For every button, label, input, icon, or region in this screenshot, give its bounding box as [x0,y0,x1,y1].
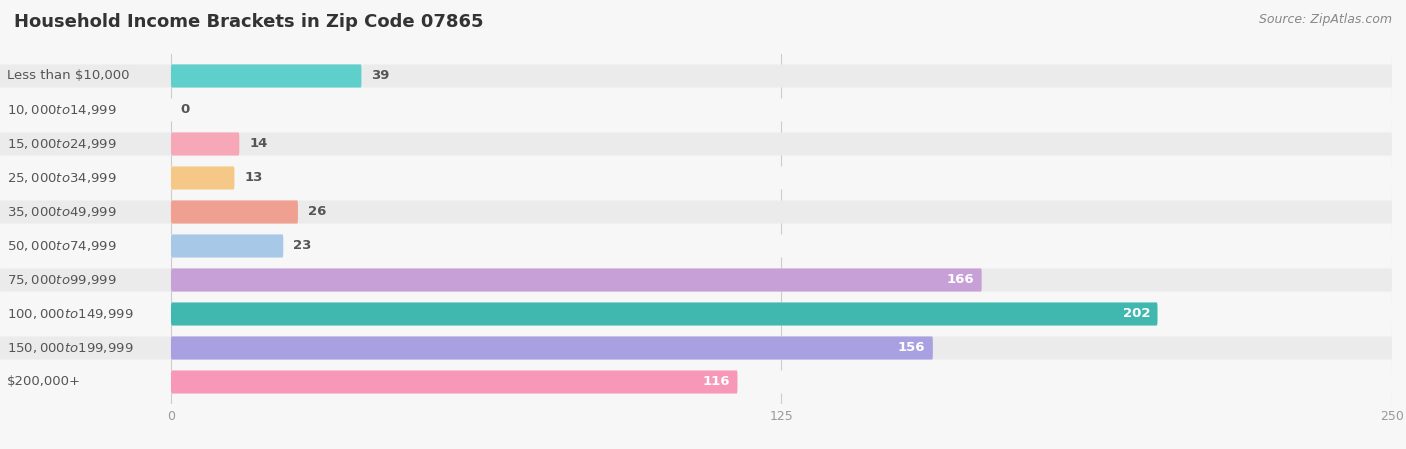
Text: 23: 23 [292,239,311,252]
Text: 202: 202 [1122,308,1150,321]
Text: Less than $10,000: Less than $10,000 [7,70,129,83]
Text: 39: 39 [371,70,389,83]
Text: Source: ZipAtlas.com: Source: ZipAtlas.com [1258,13,1392,26]
FancyBboxPatch shape [0,200,1392,224]
FancyBboxPatch shape [0,370,1392,394]
FancyBboxPatch shape [172,336,932,360]
FancyBboxPatch shape [0,132,1392,155]
FancyBboxPatch shape [172,234,283,258]
FancyBboxPatch shape [172,132,239,155]
FancyBboxPatch shape [0,336,1392,360]
FancyBboxPatch shape [0,98,1392,122]
Text: 156: 156 [898,342,925,355]
Text: 166: 166 [946,273,974,286]
FancyBboxPatch shape [0,269,1392,291]
Text: 26: 26 [308,206,326,219]
Text: $35,000 to $49,999: $35,000 to $49,999 [7,205,117,219]
Text: $50,000 to $74,999: $50,000 to $74,999 [7,239,117,253]
FancyBboxPatch shape [172,303,1157,326]
Text: 116: 116 [703,375,730,388]
Text: $200,000+: $200,000+ [7,375,82,388]
FancyBboxPatch shape [172,64,361,88]
Text: $75,000 to $99,999: $75,000 to $99,999 [7,273,117,287]
FancyBboxPatch shape [172,200,298,224]
Text: $150,000 to $199,999: $150,000 to $199,999 [7,341,134,355]
FancyBboxPatch shape [0,303,1392,326]
Text: $25,000 to $34,999: $25,000 to $34,999 [7,171,117,185]
Text: 0: 0 [181,103,190,116]
Text: $10,000 to $14,999: $10,000 to $14,999 [7,103,117,117]
FancyBboxPatch shape [0,234,1392,258]
Text: 13: 13 [245,172,263,185]
Text: $100,000 to $149,999: $100,000 to $149,999 [7,307,134,321]
Text: Household Income Brackets in Zip Code 07865: Household Income Brackets in Zip Code 07… [14,13,484,31]
Text: $15,000 to $24,999: $15,000 to $24,999 [7,137,117,151]
FancyBboxPatch shape [0,64,1392,88]
FancyBboxPatch shape [172,370,738,394]
FancyBboxPatch shape [172,269,981,291]
FancyBboxPatch shape [0,167,1392,189]
FancyBboxPatch shape [172,167,235,189]
Text: 14: 14 [249,137,267,150]
